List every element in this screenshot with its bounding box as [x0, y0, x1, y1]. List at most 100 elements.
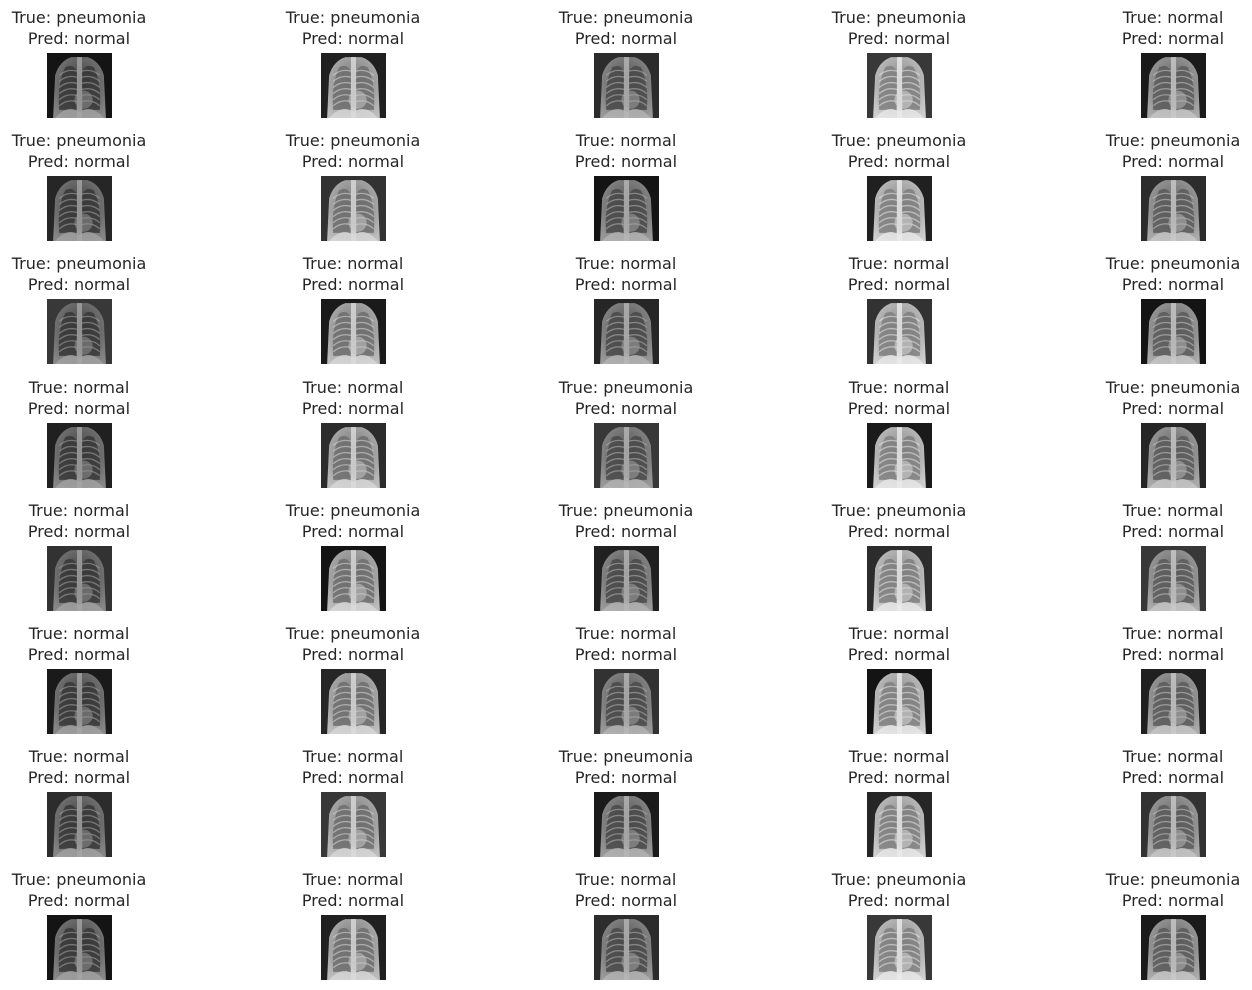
true-label: True: pneumonia: [1105, 870, 1241, 889]
true-label: True: pneumonia: [558, 747, 694, 766]
prediction-cell: True: normal Pred: normal: [253, 739, 453, 862]
pred-label: Pred: normal: [27, 275, 131, 294]
true-label: True: pneumonia: [1105, 254, 1241, 273]
xray-thumbnail: [867, 423, 932, 488]
pred-label: Pred: normal: [574, 152, 678, 171]
true-label: True: pneumonia: [285, 8, 421, 27]
prediction-cell: True: pneumonia Pred: normal: [1073, 123, 1252, 246]
pred-label: Pred: normal: [1121, 152, 1225, 171]
true-label: True: normal: [848, 378, 950, 397]
pred-label: Pred: normal: [1121, 645, 1225, 664]
true-label: True: normal: [575, 870, 677, 889]
pred-label: Pred: normal: [301, 645, 405, 664]
xray-thumbnail: [321, 792, 386, 857]
pred-label: Pred: normal: [27, 891, 131, 910]
prediction-cell: True: normal Pred: normal: [799, 739, 999, 862]
true-label: True: pneumonia: [11, 131, 147, 150]
pred-label: Pred: normal: [27, 645, 131, 664]
true-label: True: pneumonia: [1105, 131, 1241, 150]
xray-thumbnail: [47, 423, 112, 488]
prediction-cell: True: normal Pred: normal: [0, 616, 179, 739]
prediction-cell: True: pneumonia Pred: normal: [0, 123, 179, 246]
xray-thumbnail: [1141, 53, 1206, 118]
prediction-cell: True: normal Pred: normal: [1073, 0, 1252, 123]
xray-thumbnail: [1141, 299, 1206, 364]
pred-label: Pred: normal: [574, 275, 678, 294]
true-label: True: normal: [28, 378, 130, 397]
xray-thumbnail: [594, 669, 659, 734]
prediction-cell: True: pneumonia Pred: normal: [526, 370, 726, 493]
xray-thumbnail: [321, 299, 386, 364]
pred-label: Pred: normal: [574, 891, 678, 910]
xray-thumbnail: [867, 176, 932, 241]
xray-thumbnail: [1141, 546, 1206, 611]
xray-thumbnail: [47, 176, 112, 241]
pred-label: Pred: normal: [27, 29, 131, 48]
xray-thumbnail: [594, 792, 659, 857]
true-label: True: normal: [28, 624, 130, 643]
true-label: True: pneumonia: [831, 870, 967, 889]
pred-label: Pred: normal: [27, 522, 131, 541]
true-label: True: normal: [1122, 747, 1224, 766]
true-label: True: pneumonia: [1105, 378, 1241, 397]
pred-label: Pred: normal: [847, 29, 951, 48]
prediction-cell: True: normal Pred: normal: [0, 370, 179, 493]
true-label: True: pneumonia: [558, 378, 694, 397]
pred-label: Pred: normal: [847, 275, 951, 294]
pred-label: Pred: normal: [301, 768, 405, 787]
xray-thumbnail: [47, 299, 112, 364]
true-label: True: normal: [302, 378, 404, 397]
prediction-cell: True: normal Pred: normal: [526, 123, 726, 246]
true-label: True: pneumonia: [11, 254, 147, 273]
prediction-cell: True: pneumonia Pred: normal: [1073, 246, 1252, 369]
xray-thumbnail: [594, 299, 659, 364]
pred-label: Pred: normal: [301, 399, 405, 418]
prediction-cell: True: pneumonia Pred: normal: [1073, 862, 1252, 985]
prediction-cell: True: normal Pred: normal: [253, 370, 453, 493]
pred-label: Pred: normal: [847, 768, 951, 787]
xray-thumbnail: [594, 546, 659, 611]
prediction-cell: True: normal Pred: normal: [0, 493, 179, 616]
xray-thumbnail: [1141, 792, 1206, 857]
xray-thumbnail: [47, 915, 112, 980]
prediction-cell: True: normal Pred: normal: [1073, 739, 1252, 862]
xray-thumbnail: [47, 546, 112, 611]
xray-thumbnail: [1141, 669, 1206, 734]
prediction-cell: True: pneumonia Pred: normal: [799, 862, 999, 985]
pred-label: Pred: normal: [27, 152, 131, 171]
pred-label: Pred: normal: [574, 645, 678, 664]
true-label: True: normal: [1122, 624, 1224, 643]
pred-label: Pred: normal: [27, 768, 131, 787]
pred-label: Pred: normal: [574, 768, 678, 787]
pred-label: Pred: normal: [27, 399, 131, 418]
pred-label: Pred: normal: [847, 891, 951, 910]
true-label: True: pneumonia: [285, 624, 421, 643]
true-label: True: pneumonia: [285, 131, 421, 150]
true-label: True: normal: [575, 254, 677, 273]
true-label: True: pneumonia: [831, 8, 967, 27]
xray-thumbnail: [47, 792, 112, 857]
prediction-cell: True: normal Pred: normal: [0, 739, 179, 862]
prediction-cell: True: pneumonia Pred: normal: [799, 123, 999, 246]
xray-thumbnail: [47, 53, 112, 118]
xray-thumbnail: [867, 669, 932, 734]
true-label: True: normal: [575, 624, 677, 643]
true-label: True: pneumonia: [831, 131, 967, 150]
true-label: True: normal: [302, 870, 404, 889]
true-label: True: normal: [1122, 501, 1224, 520]
xray-thumbnail: [594, 423, 659, 488]
true-label: True: pneumonia: [11, 870, 147, 889]
prediction-cell: True: pneumonia Pred: normal: [799, 0, 999, 123]
prediction-cell: True: normal Pred: normal: [253, 246, 453, 369]
prediction-cell: True: normal Pred: normal: [526, 862, 726, 985]
prediction-cell: True: normal Pred: normal: [799, 616, 999, 739]
true-label: True: normal: [302, 254, 404, 273]
xray-thumbnail: [321, 53, 386, 118]
prediction-cell: True: pneumonia Pred: normal: [526, 739, 726, 862]
prediction-cell: True: pneumonia Pred: normal: [0, 862, 179, 985]
xray-thumbnail: [321, 915, 386, 980]
pred-label: Pred: normal: [301, 29, 405, 48]
true-label: True: normal: [302, 747, 404, 766]
true-label: True: pneumonia: [558, 8, 694, 27]
